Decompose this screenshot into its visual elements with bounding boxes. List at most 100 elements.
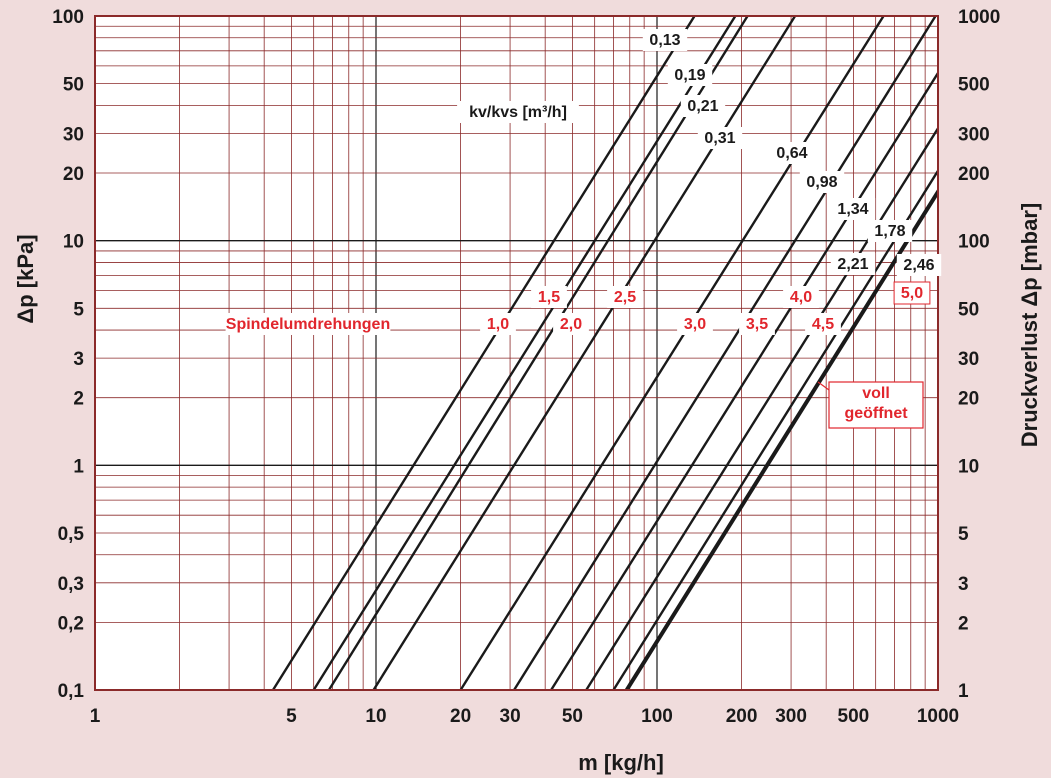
voll-text-1: voll: [862, 385, 890, 402]
turns-label-text: 1,5: [538, 289, 560, 306]
x-tick-label: 5: [286, 706, 297, 727]
kv-line-1,78: [585, 126, 938, 690]
kv-line-0,21: [327, 16, 749, 690]
x-tick-label: 10: [365, 706, 386, 727]
y-tick-label-left: 0,5: [58, 524, 85, 545]
kv-label: 1,78: [867, 220, 913, 242]
turns-label-box: [893, 281, 931, 305]
kv-label-text: 0,21: [687, 98, 718, 115]
kv-line-0,13: [271, 16, 696, 690]
y-tick-label-left: 3: [73, 349, 84, 370]
turns-label-text: 2,0: [560, 316, 582, 333]
y-tick-label-right: 1: [958, 681, 969, 702]
kv-label-box: [830, 198, 876, 220]
y-tick-label-left: 100: [52, 7, 84, 28]
y-tick-label-right: 3: [958, 574, 969, 595]
turns-label-text: 3,0: [684, 316, 706, 333]
kv-title-box: [457, 101, 579, 123]
y-tick-label-right: 300: [958, 124, 990, 145]
kv-line-2,21: [612, 168, 938, 690]
y-tick-label-left: 1: [73, 456, 84, 477]
y-tick-label-right: 50: [958, 299, 979, 320]
kv-label-box: [867, 220, 913, 242]
voll-box: [828, 381, 924, 429]
turns-label: 4,0: [783, 286, 819, 308]
kv-label-text: 2,46: [903, 257, 934, 274]
kv-label-box: [799, 171, 845, 193]
y-tick-label-left: 0,1: [58, 681, 85, 702]
y-tick-label-right: 10: [958, 456, 979, 477]
turns-label: 1,0: [480, 313, 516, 335]
turns-label: 3,5: [739, 313, 775, 335]
kv-line-2,46: [624, 188, 938, 690]
turns-label-text: 4,0: [790, 289, 812, 306]
x-tick-label: 50: [562, 706, 583, 727]
y-tick-label-right: 100: [958, 232, 990, 253]
kv-label-text: 0,13: [649, 32, 680, 49]
turns-label: 5,0: [893, 281, 931, 305]
turns-label-box: [739, 313, 775, 335]
kv-label: 2,21: [830, 253, 876, 275]
x-tick-label: 200: [726, 706, 758, 727]
y-tick-label-right: 2: [958, 613, 969, 634]
y-tick-label-right: 1000: [958, 7, 1000, 28]
kv-label: 1,34: [830, 198, 876, 220]
y-tick-label-left: 0,2: [58, 613, 84, 634]
kv-label: 0,31: [697, 127, 743, 149]
kv-label-box: [680, 95, 726, 117]
kv-label-box: [896, 254, 942, 276]
voll-text-2: geöffnet: [844, 405, 908, 422]
turns-label-box: [805, 313, 841, 335]
grid: [94, 16, 938, 691]
x-tick-label: 1: [90, 706, 101, 727]
y-tick-label-left: 2: [73, 389, 84, 410]
kv-title-text: kv/kvs [m³/h]: [469, 104, 567, 121]
plot-frame: [94, 15, 939, 691]
turns-label-text: 5,0: [901, 285, 923, 302]
y-tick-label-left: 5: [73, 299, 84, 320]
turns-label: 1,5: [531, 286, 567, 308]
kv-label-text: 1,34: [837, 201, 868, 218]
turns-label: 4,5: [805, 313, 841, 335]
turns-label-box: [783, 286, 819, 308]
y-tick-label-right: 30: [958, 349, 979, 370]
voll-geoeffnet-label: voll geöffnet: [817, 381, 924, 429]
x-axis-title: m [kg/h]: [578, 750, 664, 775]
kv-label: 0,21: [680, 95, 726, 117]
y-tick-label-right: 20: [958, 389, 979, 410]
turns-label-text: 1,0: [487, 316, 509, 333]
kv-label: 0,98: [799, 171, 845, 193]
y-tick-label-left: 50: [63, 75, 84, 96]
y-tick-label-left: 20: [63, 164, 84, 185]
y-tick-label-left: 10: [63, 232, 84, 253]
kv-label-box: [642, 29, 688, 51]
y-tick-label-right: 5: [958, 524, 969, 545]
turns-label-text: 4,5: [812, 316, 834, 333]
turns-title-box: [225, 313, 391, 335]
y-axis-title-left: Δp [kPa]: [13, 234, 38, 323]
turns-label: 2,5: [607, 286, 643, 308]
kv-title: kv/kvs [m³/h]: [457, 101, 579, 123]
kv-label-text: 0,19: [674, 67, 705, 84]
turns-label: 3,0: [677, 313, 713, 335]
x-tick-label: 1000: [917, 706, 959, 727]
kv-label-text: 2,21: [837, 256, 868, 273]
turns-label-box: [677, 313, 713, 335]
turns-label-text: 2,5: [614, 289, 636, 306]
x-tick-label: 30: [500, 706, 521, 727]
turns-label-box: [531, 286, 567, 308]
kv-label-box: [769, 142, 815, 164]
turns-label-text: 3,5: [746, 316, 768, 333]
turns-title: Spindelumdrehungen: [225, 313, 391, 335]
kv-label-box: [830, 253, 876, 275]
chart-labels: 1 5 10 20 30 50 100 200 300 500 1000 0,1 0,2 0,3 0,5 1 2…: [52, 7, 1000, 727]
y-axis-title-right: Druckverlust Δp [mbar]: [1017, 203, 1042, 447]
x-tick-label: 20: [450, 706, 471, 727]
kv-label-text: 0,31: [704, 130, 735, 147]
kv-label-box: [667, 64, 713, 86]
turns-label-box: [553, 313, 589, 335]
y-tick-label-left: 0,3: [58, 574, 84, 595]
kv-label-text: 1,78: [874, 223, 905, 240]
kv-label-box: [697, 127, 743, 149]
